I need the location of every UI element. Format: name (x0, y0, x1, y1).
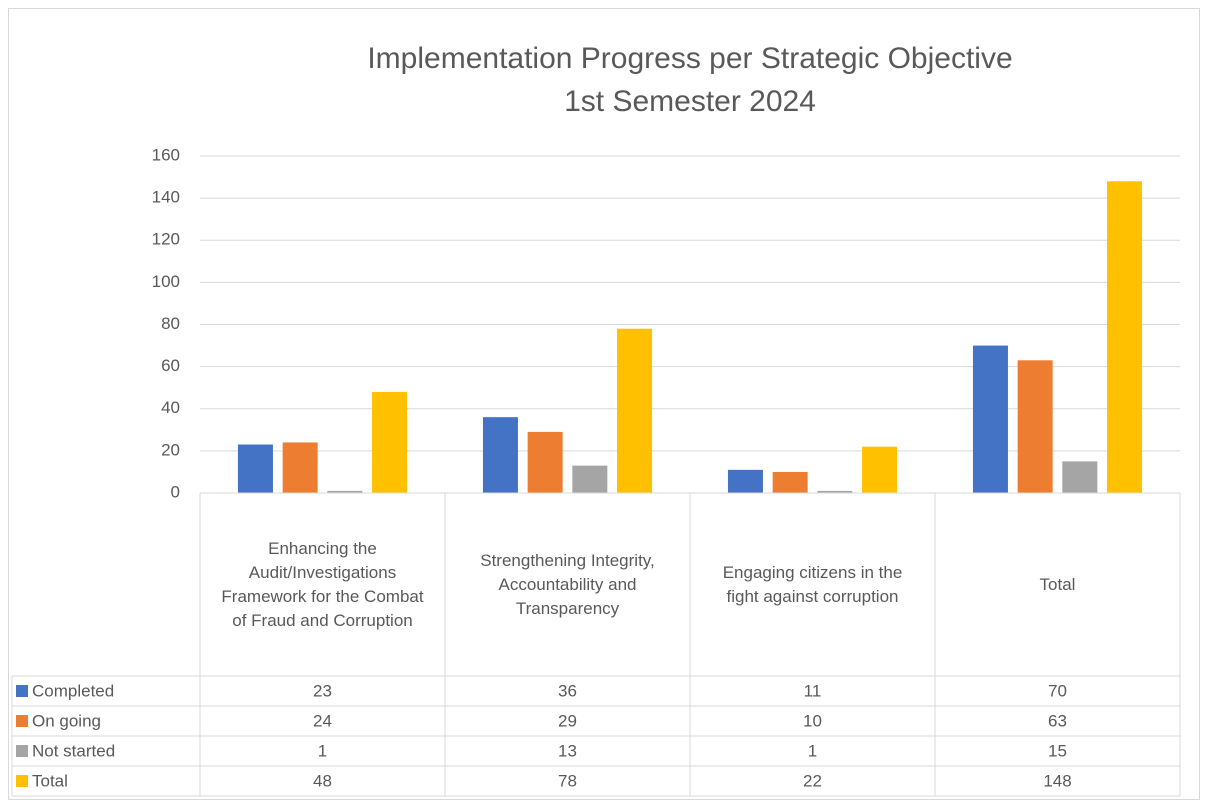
table-value: 1 (318, 741, 327, 760)
table-value: 24 (313, 711, 332, 730)
table-value: 70 (1048, 681, 1067, 700)
table-value: 10 (803, 711, 822, 730)
table-value: 78 (558, 771, 577, 790)
bar (237, 444, 273, 493)
bar (727, 469, 763, 493)
x-tick-label: Engaging citizens in the fight against c… (722, 562, 903, 606)
bar (1107, 181, 1143, 493)
bar (527, 431, 563, 493)
bar (327, 490, 363, 493)
legend-swatch (16, 715, 28, 727)
table-value: 63 (1048, 711, 1067, 730)
y-tick-label: 0 (171, 482, 180, 501)
table-value: 36 (558, 681, 577, 700)
table-value: 11 (804, 681, 822, 700)
bar (482, 417, 518, 493)
y-tick-label: 160 (152, 145, 180, 164)
legend-label: On going (32, 711, 101, 730)
table-value: 22 (803, 771, 822, 790)
chart-title: Implementation Progress per Strategic Ob… (367, 42, 1012, 75)
legend-swatch (16, 775, 28, 787)
x-tick-label: Strengthening Integrity, Accountability … (480, 550, 655, 618)
legend-label: Total (32, 771, 68, 790)
legend-label: Completed (32, 681, 114, 700)
table-value: 15 (1048, 741, 1067, 760)
bar (617, 328, 653, 493)
bar (372, 391, 408, 493)
y-tick-label: 40 (161, 398, 180, 417)
x-tick-label: Total (1039, 574, 1076, 594)
y-tick-label: 20 (161, 440, 180, 459)
table-value: 1 (808, 741, 817, 760)
bar (572, 465, 608, 493)
legend-swatch (16, 685, 28, 697)
chart-subtitle: 1st Semester 2024 (564, 85, 816, 118)
table-value: 148 (1043, 771, 1071, 790)
y-tick-label: 140 (152, 188, 180, 207)
bar (1017, 360, 1053, 493)
legend-label: Not started (32, 741, 115, 760)
table-value: 48 (313, 771, 332, 790)
bar (817, 490, 853, 493)
table-value: 23 (313, 681, 332, 700)
bar (862, 446, 898, 493)
y-tick-label: 60 (161, 356, 180, 375)
table-value: 29 (558, 711, 577, 730)
y-tick-label: 120 (152, 230, 180, 249)
bar (282, 442, 318, 493)
bar (1062, 461, 1098, 493)
bar (972, 345, 1008, 493)
x-tick-label: Enhancing the Audit/Investigations Frame… (221, 538, 424, 630)
bar (772, 471, 808, 493)
table-value: 13 (558, 741, 577, 760)
y-tick-label: 80 (161, 314, 180, 333)
legend-swatch (16, 745, 28, 757)
y-tick-label: 100 (152, 272, 180, 291)
